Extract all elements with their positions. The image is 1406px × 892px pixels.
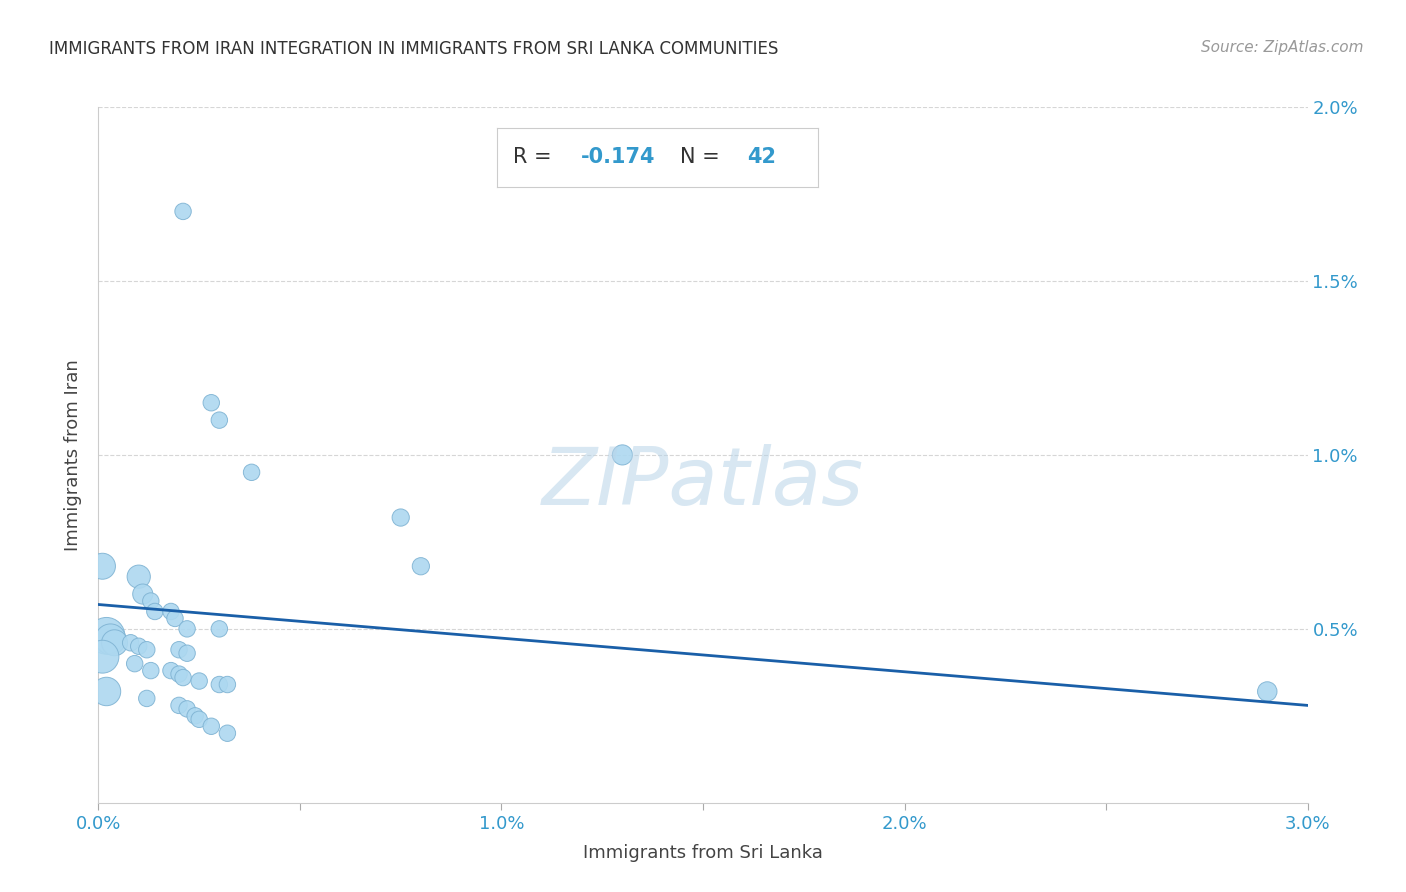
Point [167,667,190,681]
Point [188,674,211,689]
Point [132,587,155,601]
Point [167,642,190,657]
Point [208,413,231,427]
Point [208,622,231,636]
Point [160,664,183,678]
Point [612,448,634,462]
Point [200,719,222,733]
Point [200,395,222,409]
Point [172,671,194,685]
Point [120,636,142,650]
Point [208,677,231,691]
Point [184,708,207,723]
Point [100,632,122,647]
Point [96,684,118,698]
Point [128,570,150,584]
Point [143,605,166,619]
Text: Source: ZipAtlas.com: Source: ZipAtlas.com [1201,40,1364,55]
X-axis label: Immigrants from Sri Lanka: Immigrants from Sri Lanka [583,844,823,862]
Text: IMMIGRANTS FROM IRAN INTEGRATION IN IMMIGRANTS FROM SRI LANKA COMMUNITIES: IMMIGRANTS FROM IRAN INTEGRATION IN IMMI… [49,40,779,58]
Point [135,691,157,706]
Point [124,657,146,671]
Point [139,594,162,608]
Point [409,559,432,574]
Point [160,605,183,619]
Point [128,639,150,653]
Text: ZIPatlas: ZIPatlas [541,443,865,522]
Point [389,510,412,524]
Point [176,702,198,716]
Point [172,204,194,219]
Y-axis label: Immigrants from Iran: Immigrants from Iran [65,359,83,550]
Point [163,611,186,625]
Point [96,629,118,643]
Point [167,698,190,713]
Point [176,622,198,636]
Point [91,649,114,664]
Point [135,642,157,657]
Point [91,559,114,574]
Point [139,664,162,678]
Point [176,646,198,660]
Point [217,726,239,740]
Point [217,677,239,691]
Point [188,712,211,726]
Point [1256,684,1278,698]
Point [240,466,263,480]
Point [103,636,125,650]
